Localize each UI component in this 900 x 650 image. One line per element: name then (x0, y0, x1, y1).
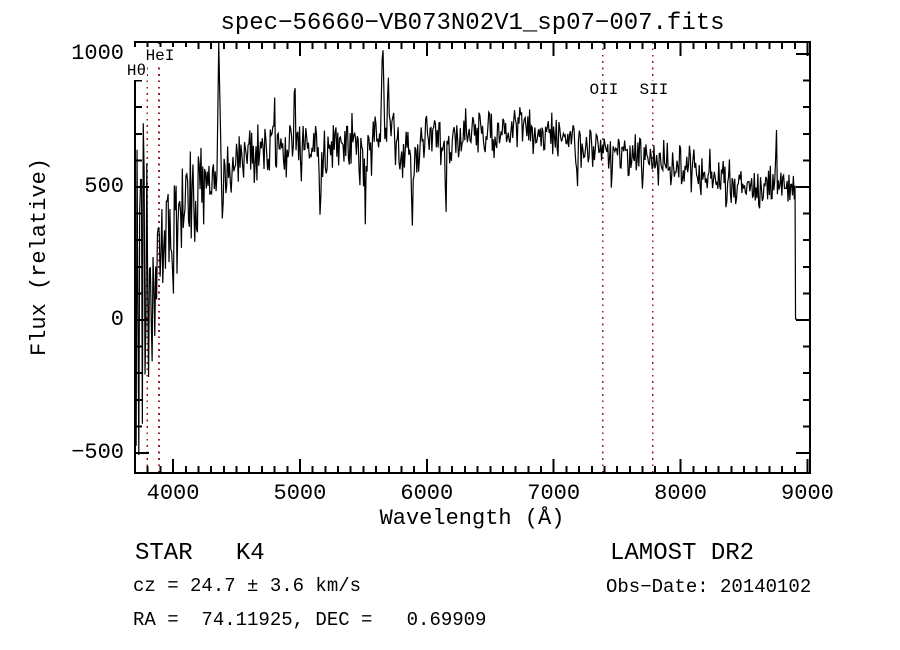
obs-date-text: Obs−Date: 20140102 (606, 576, 812, 598)
spectral-line-label: HeI (128, 47, 191, 65)
x-tick-label: 5000 (273, 481, 327, 506)
cz-velocity-text: cz = 24.7 ± 3.6 km/s (133, 575, 362, 597)
y-tick-label: 500 (84, 173, 124, 199)
y-tick-label: 0 (110, 307, 124, 333)
x-tick-label: 4000 (146, 481, 200, 506)
y-tick-label: −500 (71, 440, 124, 466)
axis-ticks (135, 42, 810, 473)
x-tick-label: 6000 (400, 481, 454, 506)
x-axis-label: Wavelength (Å) (379, 506, 565, 531)
plot-title: spec−56660−VB073N02V1_sp07−007.fits (220, 10, 725, 37)
x-tick-label: 7000 (527, 481, 581, 506)
axis-box (134, 41, 811, 474)
y-tick-label: 1000 (71, 40, 124, 66)
y-axis-label: Flux (relative) (27, 157, 52, 357)
spectral-line-label: SII (622, 81, 685, 99)
spectrum-trace (134, 42, 797, 456)
spectral-line-label: OII (572, 81, 635, 99)
spectral-line-label: Hθ (95, 62, 148, 80)
ra-dec-text: RA = 74.11925, DEC = 0.69909 (133, 609, 487, 631)
classification-text: STAR K4 (135, 540, 265, 567)
survey-release-text: LAMOST DR2 (610, 540, 755, 567)
x-tick-label: 8000 (654, 481, 707, 506)
x-tick-label: 9000 (781, 481, 834, 506)
